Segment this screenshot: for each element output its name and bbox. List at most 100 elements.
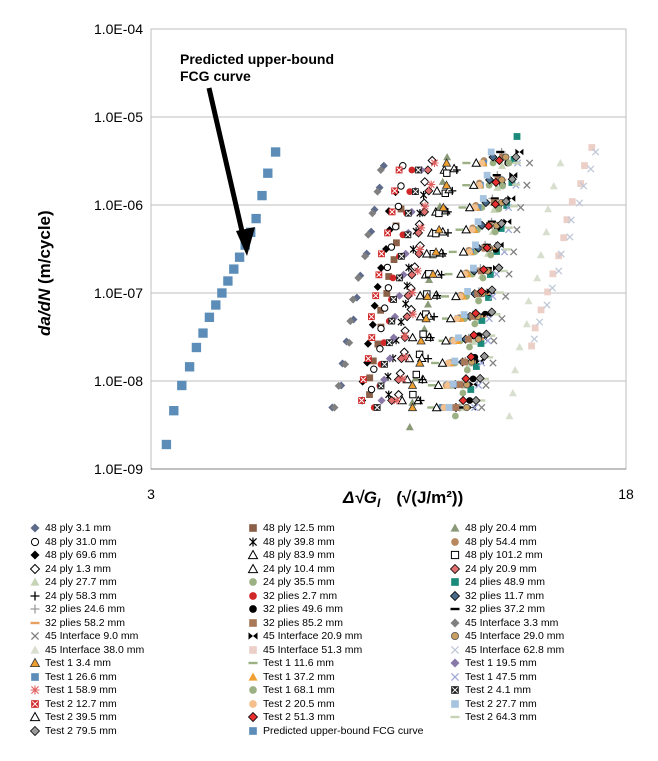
data-point — [456, 229, 464, 231]
data-point — [393, 224, 399, 230]
legend-label: Test 2 4.1 mm — [465, 684, 531, 696]
data-point — [368, 334, 375, 341]
legend-label: 45 Interface 38.0 mm — [45, 644, 144, 656]
legend-marker — [451, 578, 459, 586]
data-point — [368, 386, 374, 392]
legend-item: 48 ply 31.0 mm — [28, 535, 117, 549]
legend-marker — [31, 551, 40, 560]
legend-item: 24 ply 27.7 mm — [28, 575, 117, 589]
legend-label: Test 2 64.3 mm — [465, 711, 537, 723]
legend-item: 45 Interface 3.3 mm — [448, 616, 558, 630]
data-point — [401, 353, 409, 361]
data-point — [396, 167, 403, 174]
legend-marker — [31, 726, 40, 735]
data-point — [464, 382, 470, 388]
legend-marker — [249, 578, 257, 586]
legend-label: Test 2 79.5 mm — [45, 725, 117, 737]
legend-item: 48 ply 101.2 mm — [448, 548, 543, 562]
legend-label: 48 ply 101.2 mm — [465, 549, 543, 561]
data-point — [395, 203, 401, 209]
legend-marker — [31, 538, 38, 545]
legend-marker-icon — [246, 725, 260, 737]
legend-marker-icon — [28, 617, 42, 629]
legend-marker-icon — [448, 657, 462, 669]
legend-marker-icon — [448, 522, 462, 534]
legend-marker — [31, 700, 39, 708]
legend-label: 48 ply 20.4 mm — [465, 522, 537, 534]
data-point — [475, 298, 482, 305]
x-tick-labels: 3 18 — [147, 486, 634, 502]
legend-marker-icon — [246, 549, 260, 561]
legend-marker-icon — [448, 576, 462, 588]
data-point — [428, 384, 436, 386]
x-axis-title: Δ√GI (√(J/m²)) — [342, 488, 463, 510]
legend-item: 48 ply 12.5 mm — [246, 521, 335, 535]
legend-marker — [249, 592, 257, 600]
legend-label: 45 Interface 20.9 mm — [263, 630, 362, 642]
legend-item: Test 2 4.1 mm — [448, 683, 531, 697]
data-point — [462, 162, 470, 164]
legend-marker-icon — [28, 536, 42, 548]
legend-label: 48 ply 31.0 mm — [45, 536, 117, 548]
legend-marker — [451, 524, 460, 532]
data-point — [464, 288, 471, 295]
legend-marker — [31, 605, 40, 614]
legend-marker — [249, 551, 258, 559]
data-point — [368, 313, 375, 320]
data-point — [457, 381, 464, 388]
legend-marker — [249, 632, 258, 639]
data-point — [409, 310, 417, 318]
legend-marker — [451, 608, 460, 610]
legend-item: Test 2 20.5 mm — [246, 697, 335, 711]
legend-label: Test 1 19.5 mm — [465, 657, 537, 669]
data-point — [461, 359, 468, 366]
legend-label: 24 ply 10.4 mm — [263, 563, 335, 575]
legend-label: Test 1 11.6 mm — [263, 657, 334, 669]
predicted-point — [211, 300, 220, 309]
legend-label: Test 1 47.5 mm — [465, 671, 537, 683]
data-point — [503, 154, 509, 160]
legend-label: Test 2 39.5 mm — [45, 711, 117, 723]
legend-marker — [31, 686, 40, 695]
legend-item: 48 ply 69.6 mm — [28, 548, 117, 562]
legend-label: Predicted upper-bound FCG curve — [263, 725, 424, 737]
data-point — [451, 358, 458, 365]
legend-marker-icon — [246, 563, 260, 575]
legend-marker — [31, 591, 40, 600]
legend-marker — [31, 659, 40, 667]
legend-item: 24 ply 35.5 mm — [246, 575, 335, 589]
legend-marker-icon — [246, 711, 260, 723]
data-point — [560, 234, 567, 241]
legend-item: 32 plies 24.6 mm — [28, 602, 125, 616]
legend-item: 48 ply 83.9 mm — [246, 548, 335, 562]
legend-label: 45 Interface 29.0 mm — [465, 630, 564, 642]
data-point — [470, 376, 477, 383]
data-point — [366, 374, 373, 381]
y-tick-label: 1.0E-04 — [94, 21, 143, 37]
legend-item: 24 ply 10.4 mm — [246, 562, 335, 576]
legend-marker-icon — [246, 590, 260, 602]
legend-label: 32 plies 11.7 mm — [465, 590, 544, 602]
data-point — [460, 390, 467, 397]
y-tick-label: 1.0E-07 — [94, 285, 143, 301]
data-point — [496, 291, 504, 293]
annotation-line-1: Predicted upper-bound — [180, 51, 334, 67]
data-point — [413, 371, 419, 377]
legend-label: 48 ply 69.6 mm — [45, 549, 117, 561]
legend-label: Test 2 12.7 mm — [45, 698, 117, 710]
x-tick-label: 18 — [618, 486, 634, 502]
data-point — [449, 251, 457, 253]
predicted-point — [251, 214, 260, 223]
legend-marker — [249, 662, 258, 664]
legend-label: 48 ply 39.8 mm — [263, 536, 335, 548]
legend-marker-icon — [28, 549, 42, 561]
legend-item: Test 2 27.7 mm — [448, 697, 537, 711]
legend-marker — [31, 713, 40, 721]
legend-label: Test 2 27.7 mm — [465, 698, 537, 710]
x-axis-title-unit: (√(J/m²)) — [396, 488, 463, 507]
data-point — [415, 167, 422, 174]
data-point — [488, 149, 495, 156]
predicted-point — [169, 406, 178, 415]
predicted-point — [257, 191, 266, 200]
x-axis-title-italic: Δ√G — [342, 488, 377, 507]
